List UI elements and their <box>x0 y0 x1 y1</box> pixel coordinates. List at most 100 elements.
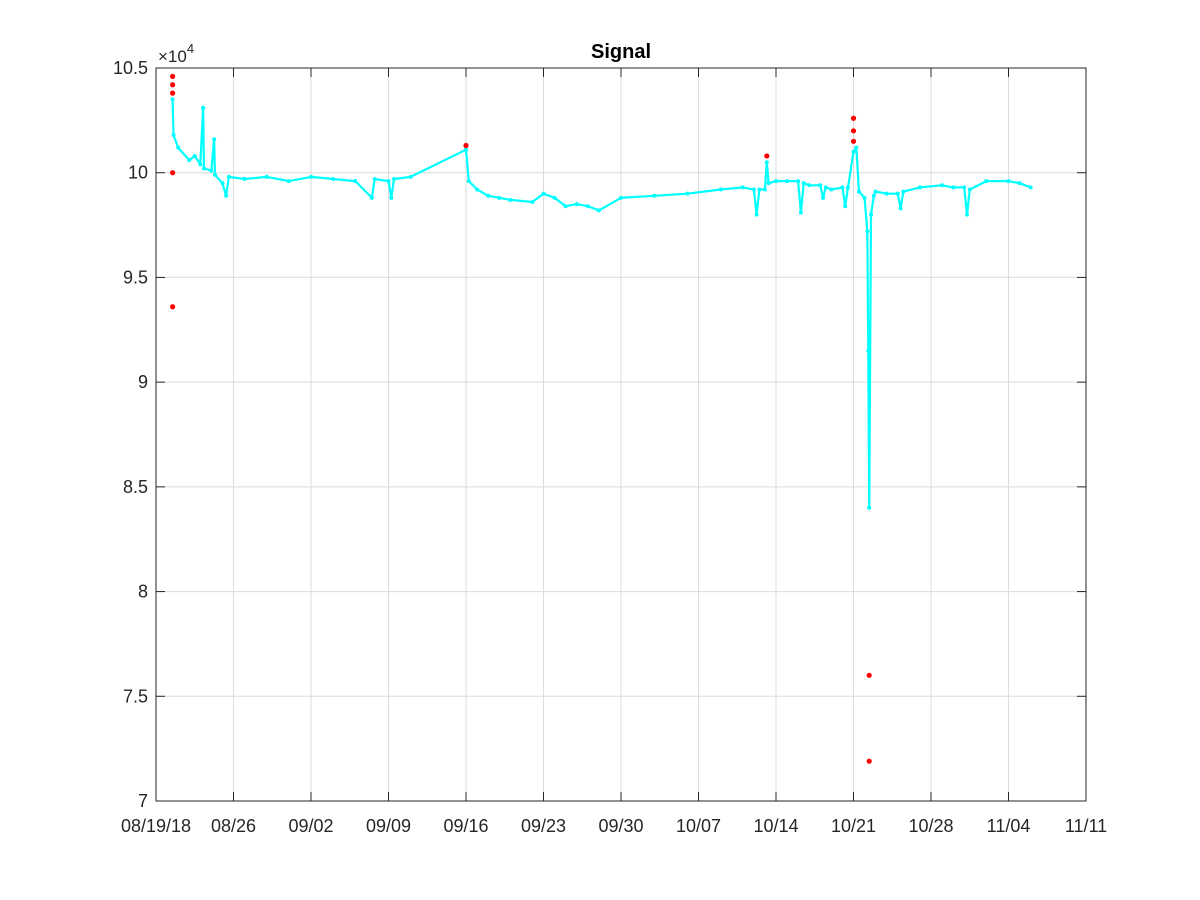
signal-point <box>869 212 874 217</box>
signal-point <box>464 147 468 152</box>
x-tick-label: 09/02 <box>288 816 333 836</box>
signal-point <box>220 181 225 186</box>
signal-point <box>685 191 690 196</box>
y-exponent-power: 4 <box>187 41 194 56</box>
signal-point <box>408 174 413 179</box>
x-tick-label: 08/19/18 <box>121 816 191 836</box>
signal-point <box>508 197 513 202</box>
y-exponent-label: ×104 <box>158 41 194 66</box>
x-tick-labels: 08/19/18 08/26 09/02 09/09 09/16 09/23 09/30 10… <box>121 816 1107 836</box>
signal-point <box>884 191 889 196</box>
signal-point <box>857 189 862 194</box>
signal-point <box>964 212 969 217</box>
tick-marks <box>155 67 1087 802</box>
outlier-point <box>170 170 176 176</box>
signal-point <box>309 174 313 179</box>
signal-point <box>940 183 945 188</box>
signal-point <box>392 176 397 181</box>
x-tick-label: 09/23 <box>521 816 566 836</box>
outlier-point <box>850 128 857 134</box>
signal-point <box>818 183 823 188</box>
x-tick-label: 11/11 <box>1065 816 1107 836</box>
signal-point <box>796 179 801 184</box>
signal-point <box>353 179 358 184</box>
signal-point <box>843 204 848 209</box>
signal-point <box>209 168 214 173</box>
signal-point <box>751 187 756 192</box>
signal-point <box>466 179 471 184</box>
signal-point <box>212 137 217 142</box>
signal-point <box>951 185 956 190</box>
outlier-point <box>463 142 469 149</box>
x-tick-label: 10/28 <box>908 816 953 836</box>
x-tick-label: 10/14 <box>753 816 798 836</box>
signal-point <box>807 183 812 188</box>
signal-point <box>757 187 762 192</box>
x-tick-label: 10/21 <box>831 816 876 836</box>
outlier-point <box>850 138 857 144</box>
y-tick-label: 8.5 <box>123 477 148 497</box>
signal-point <box>854 145 859 150</box>
outlier-point <box>170 73 176 79</box>
signal-point <box>192 153 197 158</box>
signal-point <box>170 97 175 102</box>
signal-point <box>798 210 803 215</box>
outlier-point <box>764 153 770 159</box>
signal-point <box>619 195 623 200</box>
x-tick-label: 08/26 <box>211 816 256 836</box>
signal-point <box>984 179 989 184</box>
signal-point <box>821 195 826 200</box>
signal-point <box>766 181 771 186</box>
signal-point <box>1028 185 1033 190</box>
outlier-point <box>866 758 872 764</box>
y-tick-label: 9 <box>138 372 148 392</box>
signal-point <box>898 206 903 211</box>
signal-point <box>530 200 535 205</box>
signal-point <box>497 195 502 200</box>
signal-point <box>895 191 900 196</box>
y-tick-labels: 7 7.5 8 8.5 9 9.5 10 10.5 <box>113 58 148 811</box>
signal-point <box>331 176 336 181</box>
signal-point <box>475 187 480 192</box>
signal-point <box>829 187 834 192</box>
signal-point <box>764 160 769 165</box>
signal-point <box>740 185 745 190</box>
signal-point <box>596 208 601 213</box>
signal-point <box>840 185 845 190</box>
signal-point <box>541 191 546 196</box>
signal-point <box>652 193 657 198</box>
signal-point <box>754 212 759 217</box>
signal-point <box>176 145 181 150</box>
signal-point <box>226 174 231 179</box>
signal-point <box>563 204 568 209</box>
x-tick-label: 09/16 <box>443 816 488 836</box>
signal-point <box>201 105 206 110</box>
x-tick-label: 09/30 <box>598 816 643 836</box>
signal-point <box>574 202 579 207</box>
signal-point <box>845 185 850 190</box>
outlier-layer <box>170 73 872 764</box>
signal-point <box>389 195 394 200</box>
signal-point <box>774 179 778 184</box>
signal-point <box>552 195 557 200</box>
signal-point <box>917 185 922 190</box>
y-tick-label: 10.5 <box>113 58 148 78</box>
signal-point <box>967 187 972 192</box>
y-tick-label: 8 <box>138 582 148 602</box>
signal-point <box>785 179 790 184</box>
series-layer <box>170 97 1033 510</box>
signal-point <box>873 189 878 194</box>
chart-title: Signal <box>591 41 651 63</box>
signal-point <box>1017 181 1022 186</box>
x-tick-label: 10/07 <box>676 816 721 836</box>
signal-point <box>386 179 391 184</box>
signal-point <box>801 181 806 186</box>
outlier-point <box>850 115 857 121</box>
signal-point <box>762 187 767 192</box>
signal-point <box>187 158 192 163</box>
y-tick-label: 10 <box>128 163 148 183</box>
signal-point <box>201 166 206 171</box>
signal-point <box>213 172 218 177</box>
signal-point <box>369 195 374 200</box>
